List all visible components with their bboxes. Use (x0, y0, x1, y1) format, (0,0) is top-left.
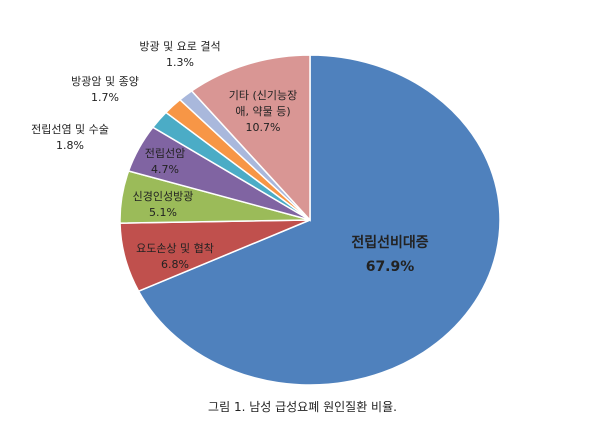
pie-slice (137, 54, 501, 386)
value-label: 67.9% (365, 259, 415, 275)
value-label: 4.7% (151, 163, 179, 176)
slice-label: 방광 및 요로 결석 1.3% (110, 39, 250, 71)
category-label: 전립선염 및 수술 (31, 123, 109, 136)
category-label: 전립선암 (144, 147, 186, 160)
value-label: 1.7% (91, 91, 119, 104)
category-label: 방광 및 요로 결석 (139, 40, 221, 53)
slice-label: 전립선비대증 67.9% (320, 231, 460, 279)
category-label: 요도손상 및 협착 (136, 242, 214, 255)
value-label: 5.1% (149, 206, 177, 219)
category-label: 신경인성방광 (132, 190, 194, 203)
slice-label: 요도손상 및 협착 6.8% (115, 241, 235, 273)
slice-label: 신경인성방광 5.1% (103, 189, 223, 221)
slice-label: 전립선염 및 수술 1.8% (10, 122, 130, 154)
value-label: 1.8% (56, 139, 84, 152)
slice-label: 방광암 및 종양 1.7% (50, 74, 160, 106)
slice-label: 기타 (신기능장애, 약물 등) 10.7% (223, 88, 303, 136)
category-label: 전립선비대증 (351, 235, 429, 251)
category-label: 기타 (신기능장애, 약물 등) (228, 89, 298, 118)
value-label: 10.7% (245, 121, 281, 134)
caption: 그림 1. 남성 급성요폐 원인질환 비율. (208, 400, 397, 414)
category-label: 방광암 및 종양 (71, 75, 139, 88)
value-label: 6.8% (161, 258, 189, 271)
value-label: 1.3% (166, 56, 194, 69)
pie-slice (190, 54, 311, 222)
slice-label: 전립선암 4.7% (125, 146, 205, 178)
